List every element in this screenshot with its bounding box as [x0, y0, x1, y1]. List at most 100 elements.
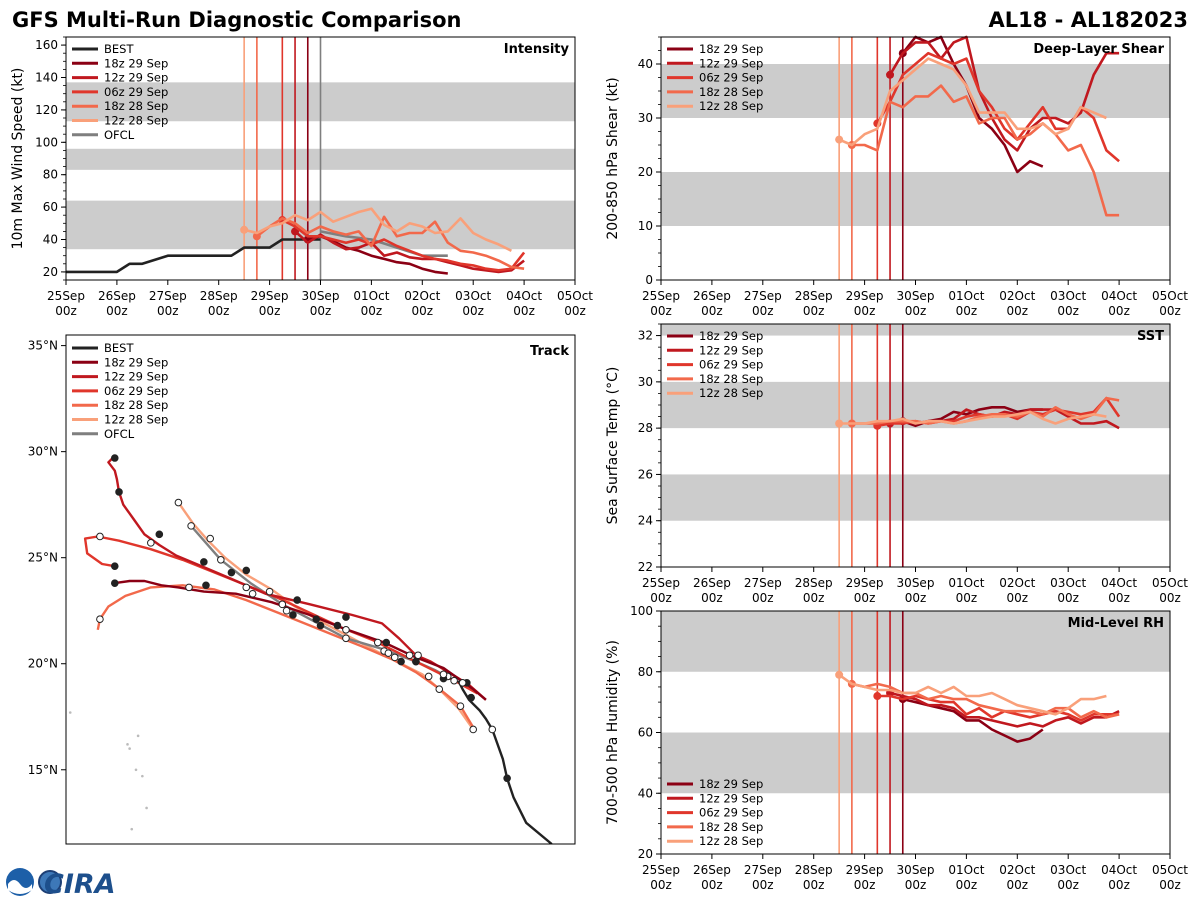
- x-tick-sublabel: 00z: [752, 304, 774, 318]
- y-tick-label: 10: [638, 219, 653, 233]
- track-position-marker-06z-29-sep: [96, 532, 104, 541]
- x-tick-sublabel: 00z: [1007, 878, 1029, 892]
- x-tick-sublabel: 00z: [106, 304, 128, 318]
- track-position-marker-06z-29-sep: [147, 539, 155, 547]
- x-tick-label: 03Oct: [455, 289, 491, 303]
- series-start-point-12z-29-sep: [886, 70, 895, 79]
- series-start-point-18z-28-sep: [252, 232, 261, 241]
- track-position-marker-06z-29-sep: [373, 638, 382, 647]
- sst-panel: 22242628303225Sep00z26Sep00z27Sep00z28Se…: [605, 323, 1188, 605]
- legend-label: OFCL: [104, 128, 135, 142]
- x-tick-sublabel: 00z: [1159, 878, 1181, 892]
- track-position-marker-06z-29-sep: [405, 651, 414, 660]
- x-tick-label: 30Sep: [897, 576, 935, 590]
- track-position-marker-12z-28-sep: [242, 583, 251, 592]
- rh-panel: 2040608010025Sep00z26Sep00z27Sep00z28Sep…: [605, 604, 1188, 892]
- legend-label: BEST: [104, 341, 134, 355]
- track-position-marker-18z-28-sep: [316, 621, 325, 630]
- track-line-18z-29-sep: [114, 579, 487, 701]
- track-position-marker-ofcl: [278, 600, 287, 609]
- legend-label: 18z 28 Sep: [699, 820, 763, 834]
- legend-label: 12z 28 Sep: [104, 413, 168, 427]
- series-start-point-12z-28-sep: [835, 135, 844, 144]
- y-tick-label: 160: [35, 38, 58, 52]
- legend-label: 18z 29 Sep: [104, 355, 168, 369]
- x-tick-label: 30Sep: [897, 289, 935, 303]
- y-axis-label: 200-850 hPa Shear (kt): [605, 77, 621, 239]
- track-position-marker-12z-28-sep: [206, 534, 215, 543]
- y-tick-label: 24: [638, 514, 653, 528]
- shaded-band: [661, 732, 1170, 794]
- track-position-marker-18z-29-sep: [202, 581, 210, 590]
- x-tick-sublabel: 00z: [1159, 591, 1181, 605]
- y-tick-label: 120: [35, 103, 58, 117]
- track-position-marker-18z-29-sep: [397, 657, 405, 666]
- legend-label: 12z 29 Sep: [699, 791, 763, 805]
- track-position-marker-18z-28-sep: [185, 583, 193, 592]
- island-marker: [145, 806, 148, 810]
- y-tick-label: 20: [638, 165, 653, 179]
- x-tick-label: 30Sep: [897, 863, 935, 877]
- island-marker: [128, 747, 131, 750]
- x-tick-sublabel: 00z: [513, 304, 535, 318]
- track-position-marker-ofcl: [187, 522, 195, 530]
- globe-icon: [38, 870, 62, 894]
- legend-label: 06z 29 Sep: [699, 358, 763, 372]
- x-tick-sublabel: 00z: [1057, 878, 1079, 892]
- track-position-marker-best: [488, 725, 497, 734]
- x-tick-label: 01Oct: [353, 289, 389, 303]
- x-tick-label: 27Sep: [744, 289, 782, 303]
- y-axis-label: Sea Surface Temp (°C): [605, 367, 621, 525]
- y-tick-label: 80: [43, 168, 58, 182]
- track-position-marker-12z-29-sep: [414, 651, 422, 660]
- legend-label: 12z 29 Sep: [104, 370, 168, 384]
- x-tick-sublabel: 00z: [564, 304, 586, 318]
- x-tick-sublabel: 00z: [701, 304, 723, 318]
- track-position-marker-18z-28-sep: [456, 702, 465, 710]
- track-position-marker-06z-29-sep: [312, 615, 321, 623]
- x-tick-label: 27Sep: [744, 863, 782, 877]
- legend-label: 06z 29 Sep: [104, 384, 168, 398]
- x-tick-label: 01Oct: [948, 289, 984, 303]
- x-tick-sublabel: 00z: [1057, 304, 1079, 318]
- track-position-marker-12z-28-sep: [282, 606, 291, 615]
- x-tick-label: 05Oct: [1152, 289, 1188, 303]
- x-tick-label: 27Sep: [744, 576, 782, 590]
- series-start-point-12z-28-sep: [240, 225, 249, 234]
- y-tick-label: 60: [43, 200, 58, 214]
- legend-label: 18z 29 Sep: [104, 56, 168, 70]
- series-line-06z-29-sep: [281, 218, 526, 272]
- x-tick-label: 03Oct: [1050, 863, 1086, 877]
- y-tick-label: 28: [638, 421, 653, 435]
- legend-label: 18z 29 Sep: [699, 329, 763, 343]
- legend-label: 12z 29 Sep: [699, 343, 763, 357]
- x-tick-label: 28Sep: [795, 576, 833, 590]
- noaa-wave-icon: [8, 880, 32, 894]
- shear-panel: 01020304025Sep00z26Sep00z27Sep00z28Sep00…: [605, 35, 1188, 318]
- x-tick-label: 04Oct: [1101, 289, 1137, 303]
- track-position-marker-06z-29-sep: [227, 568, 236, 577]
- series-line-18z-28-sep: [851, 84, 1120, 217]
- lat-tick-label: 15°N: [28, 763, 58, 777]
- track-position-marker-12z-28-sep: [435, 685, 444, 693]
- lat-tick-label: 35°N: [28, 339, 58, 353]
- x-tick-sublabel: 00z: [905, 878, 927, 892]
- track-position-marker-best: [503, 774, 511, 783]
- x-tick-sublabel: 00z: [157, 304, 179, 318]
- legend-label: 06z 29 Sep: [699, 806, 763, 820]
- shaded-band: [661, 474, 1170, 521]
- legend-label: 12z 28 Sep: [699, 386, 763, 400]
- x-tick-sublabel: 00z: [701, 878, 723, 892]
- track-position-marker-ofcl: [217, 556, 225, 564]
- series-start-point-06z-29-sep: [873, 692, 882, 701]
- x-tick-sublabel: 00z: [752, 591, 774, 605]
- x-tick-sublabel: 00z: [803, 591, 825, 605]
- island-marker: [134, 768, 138, 772]
- series-line-18z-28-sep: [851, 682, 1120, 719]
- series-line-18z-28-sep: [256, 215, 525, 270]
- x-tick-label: 27Sep: [149, 289, 187, 303]
- y-tick-label: 140: [35, 71, 58, 85]
- x-tick-label: 02Oct: [999, 576, 1035, 590]
- y-tick-label: 22: [638, 560, 653, 574]
